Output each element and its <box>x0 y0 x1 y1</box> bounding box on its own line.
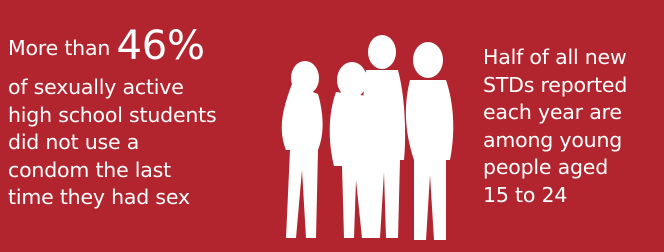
text-line: high school students <box>8 102 217 129</box>
body <box>406 80 453 240</box>
head <box>337 62 367 98</box>
silhouette-group <box>282 35 454 240</box>
text-line: people aged <box>483 154 608 181</box>
text-line: Half of all new <box>483 44 627 71</box>
text-line: each year are <box>483 99 622 126</box>
text-line: among young <box>483 127 622 154</box>
body <box>282 84 323 238</box>
text-line: 15 to 24 <box>483 182 567 209</box>
highlight-stat: 46% <box>116 23 204 69</box>
text-line: condom the last <box>8 157 171 184</box>
head <box>413 42 443 78</box>
left-first-line: More than 46% <box>8 26 205 66</box>
infographic: More than 46% of sexually activehigh sch… <box>0 0 664 252</box>
text-line: time they had sex <box>8 184 190 211</box>
head <box>368 35 396 69</box>
text-line: did not use a <box>8 129 139 156</box>
text-line: STDs reported <box>483 72 627 99</box>
text-line: of sexually active <box>8 74 184 101</box>
prefix: More than <box>8 36 110 60</box>
body <box>363 70 405 238</box>
